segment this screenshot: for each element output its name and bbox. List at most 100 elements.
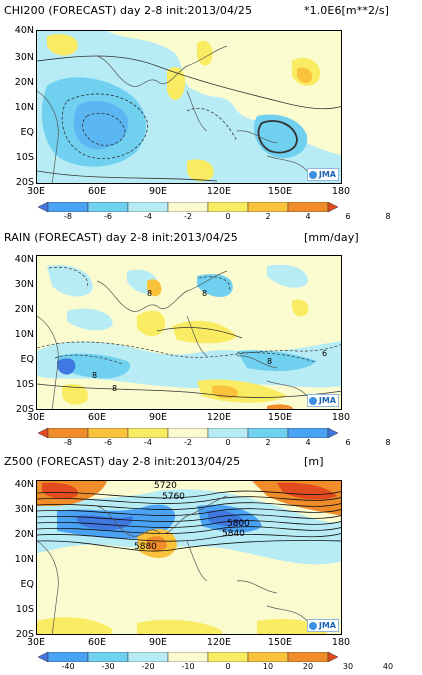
lon-label: 30E	[26, 186, 46, 197]
colorbar-segment	[38, 652, 49, 662]
colorbar-segment	[207, 202, 249, 212]
jma-logo: JMA	[306, 168, 339, 181]
z500-panel: Z500 (FORECAST) day 2-8 init:2013/04/25 …	[0, 450, 422, 675]
lat-label: 40N	[14, 254, 34, 265]
rain-colorbar	[38, 428, 338, 438]
z500-unit: [m]	[304, 455, 324, 468]
lon-label: 120E	[206, 412, 232, 423]
lon-label: 150E	[267, 412, 293, 423]
lat-label: 10N	[14, 554, 34, 565]
rain-panel: RAIN (FORECAST) day 2-8 init:2013/04/25 …	[0, 225, 422, 450]
colorbar-segment	[87, 652, 129, 662]
chi200-map: JMA	[36, 30, 342, 184]
rain-title: RAIN (FORECAST) day 2-8 init:2013/04/25 …	[4, 231, 359, 244]
lat-label: 10N	[14, 102, 34, 113]
lat-label: 20S	[15, 629, 34, 640]
lon-label: 150E	[267, 186, 293, 197]
colorbar-segment	[167, 428, 209, 438]
lat-label: 30N	[14, 279, 34, 290]
jma-logo-text: JMA	[318, 396, 336, 405]
colorbar-segment	[47, 202, 89, 212]
colorbar-svg	[38, 652, 338, 662]
z500-colorbar	[38, 652, 338, 662]
colorbar-svg	[38, 428, 338, 438]
chi200-colorbar	[38, 202, 338, 212]
lon-label: 90E	[148, 412, 168, 423]
colorbar-segment	[167, 652, 209, 662]
z500-contour-label: 5760	[162, 492, 185, 502]
colorbar-tick-label: 40	[382, 662, 394, 671]
colorbar-segment	[287, 652, 329, 662]
colorbar-segment	[327, 428, 338, 438]
colorbar-tick-label: -20	[141, 662, 155, 671]
colorbar-svg	[38, 202, 338, 212]
colorbar-tick-label: 8	[385, 212, 391, 221]
z500-colorbar-labels: -40 -30 -20 -10 0 10 20 30 40	[0, 662, 422, 674]
colorbar-tick-label: 4	[305, 212, 311, 221]
lat-label: 10N	[14, 329, 34, 340]
lat-label: 10S	[15, 152, 34, 163]
colorbar-tick-label: 0	[225, 438, 231, 447]
lat-label: 10S	[15, 604, 34, 615]
lat-label: 10S	[15, 379, 34, 390]
rain-contour-label: 8	[112, 384, 117, 393]
z500-contour-label: 5800	[227, 519, 250, 529]
colorbar-segment	[127, 202, 169, 212]
lat-label: 40N	[14, 479, 34, 490]
colorbar-segment	[247, 652, 289, 662]
colorbar-tick-label: -2	[184, 212, 192, 221]
rain-contour-label: 8	[92, 371, 97, 380]
colorbar-tick-label: 0	[225, 662, 231, 671]
rain-unit: [mm/day]	[304, 231, 359, 244]
colorbar-tick-label: -30	[101, 662, 115, 671]
rain-map: 8 8 6 8 8 8 JMA	[36, 255, 342, 410]
jma-logo-icon	[308, 170, 317, 179]
colorbar-segment	[167, 202, 209, 212]
lon-label: 60E	[87, 412, 107, 423]
lat-label: 20S	[15, 404, 34, 415]
rain-colorbar-labels: -8 -6 -4 -2 0 2 4 6 8	[0, 438, 422, 450]
colorbar-segment	[247, 428, 289, 438]
colorbar-tick-label: 8	[385, 438, 391, 447]
lon-label: 120E	[206, 637, 232, 648]
chi200-title-text: CHI200 (FORECAST) day 2-8 init:2013/04/2…	[4, 4, 253, 17]
lon-label: 180	[331, 412, 351, 423]
z500-contour-label: 5720	[154, 481, 177, 491]
chi200-unit: *1.0E6[m**2/s]	[304, 4, 390, 17]
jma-logo: JMA	[306, 394, 339, 407]
chi200-colorbar-labels: -8 -6 -4 -2 0 2 4 6 8	[0, 212, 422, 224]
lat-label: EQ	[20, 354, 34, 365]
colorbar-tick-label: 30	[342, 662, 354, 671]
colorbar-segment	[207, 652, 249, 662]
lon-label: 180	[331, 637, 351, 648]
colorbar-segment	[327, 202, 338, 212]
z500-contour-label: 5880	[134, 542, 157, 552]
z500-map: 5720 5760 5800 5840 5880 JMA	[36, 480, 342, 635]
colorbar-tick-label: 2	[265, 212, 271, 221]
colorbar-tick-label: 6	[345, 212, 351, 221]
colorbar-tick-label: 6	[345, 438, 351, 447]
rain-contour-label: 8	[202, 289, 207, 298]
lon-label: 150E	[267, 637, 293, 648]
colorbar-tick-label: 2	[265, 438, 271, 447]
lon-label: 120E	[206, 186, 232, 197]
colorbar-tick-label: 10	[262, 662, 274, 671]
jma-logo: JMA	[306, 619, 339, 632]
colorbar-tick-label: -8	[64, 438, 72, 447]
colorbar-segment	[207, 428, 249, 438]
colorbar-tick-label: -4	[144, 212, 152, 221]
lat-label: 30N	[14, 52, 34, 63]
colorbar-tick-label: -10	[181, 662, 195, 671]
lon-label: 30E	[26, 637, 46, 648]
lon-label: 60E	[87, 186, 107, 197]
jma-logo-icon	[308, 396, 317, 405]
lat-label: 20N	[14, 304, 34, 315]
lat-label: EQ	[20, 579, 34, 590]
lat-label: 20S	[15, 177, 34, 188]
colorbar-segment	[327, 652, 338, 662]
lat-label: EQ	[20, 127, 34, 138]
colorbar-segment	[247, 202, 289, 212]
colorbar-tick-label: -6	[104, 438, 112, 447]
colorbar-segment	[38, 202, 49, 212]
jma-logo-text: JMA	[318, 170, 336, 179]
